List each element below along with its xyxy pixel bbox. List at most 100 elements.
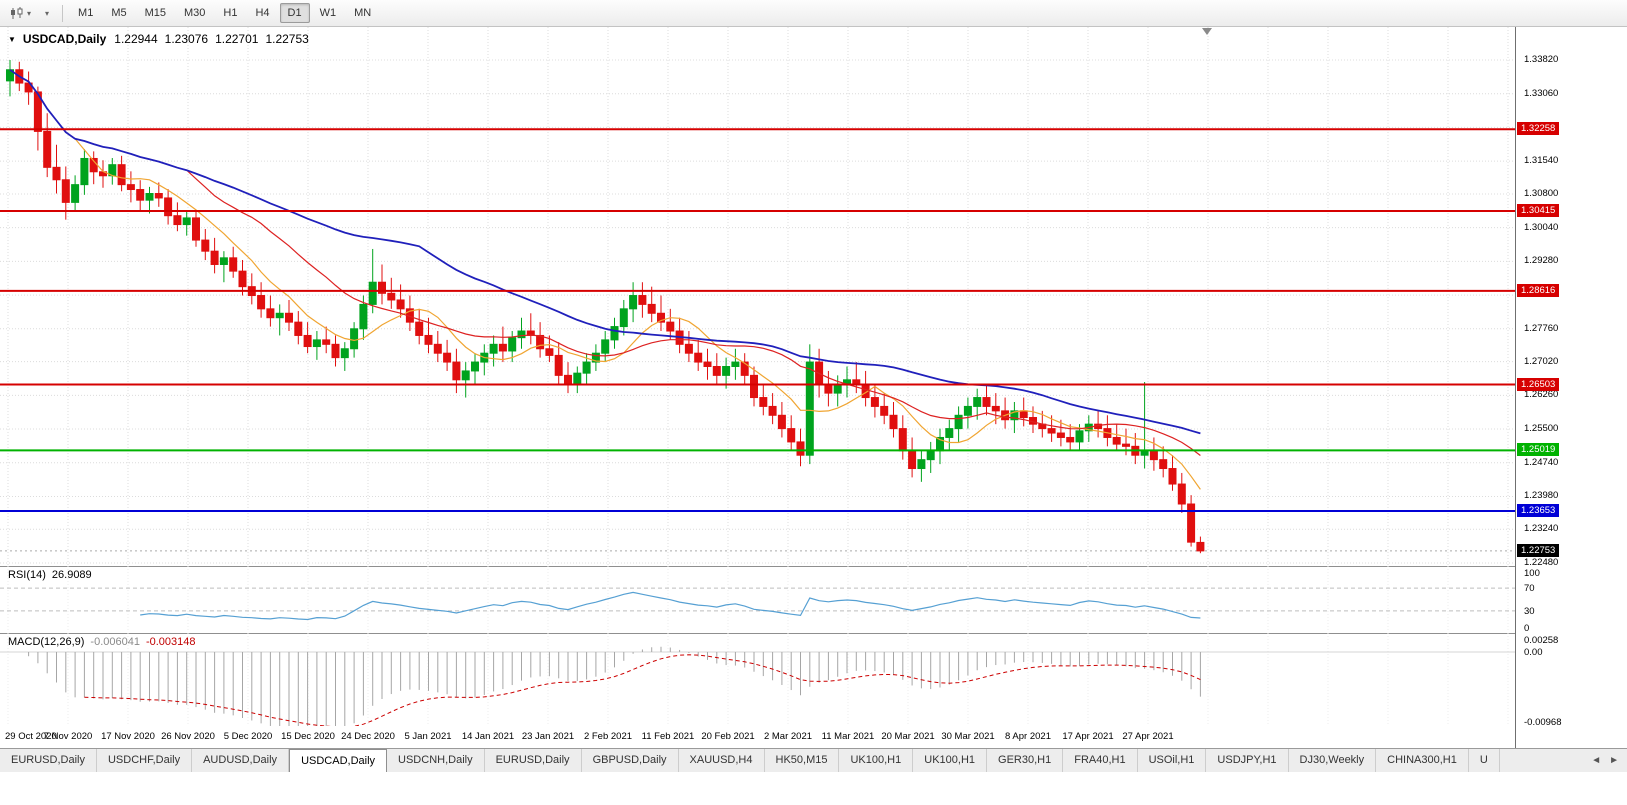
chart-tab-hk50-m15[interactable]: HK50,M15	[765, 749, 840, 772]
timeframe-button-mn[interactable]: MN	[354, 7, 372, 19]
toolbar: ▾ ▾ M1 M5 M15 M30 H1 H4 D1 W1 MN	[0, 0, 1627, 27]
hline-price-badge: 1.32258	[1517, 122, 1560, 136]
rsi-axis-label: 100	[1524, 568, 1540, 579]
chart-tab-usdchf-daily[interactable]: USDCHF,Daily	[97, 749, 193, 772]
chart-tab-uk100-h1[interactable]: UK100,H1	[839, 749, 914, 772]
chart-tab-china300-h1[interactable]: CHINA300,H1	[1376, 749, 1469, 772]
quote-low: 1.22701	[215, 32, 259, 46]
timeframe-button-h1[interactable]: H1	[223, 7, 238, 19]
window-menu-icon[interactable]: ▼	[8, 35, 16, 44]
candlestick-chart-icon	[11, 6, 23, 19]
timeframe-button-d1[interactable]: D1	[279, 3, 310, 23]
macd-axis-label: 0.00	[1524, 647, 1543, 658]
rsi-panel[interactable]	[0, 566, 1515, 632]
timeframe-button-m30[interactable]: M30	[184, 7, 206, 19]
date-axis-label: 11 Mar 2021	[821, 731, 875, 742]
price-axis-label: 1.27020	[1524, 355, 1559, 367]
price-axis-label: 1.30040	[1524, 221, 1559, 233]
timeframe-button-m5[interactable]: M5	[111, 7, 127, 19]
rsi-axis-label: 30	[1524, 605, 1535, 617]
hline-price-badge: 1.28616	[1517, 283, 1560, 297]
chevron-down-icon: ▾	[27, 8, 32, 18]
macd-panel-divider[interactable]	[0, 633, 1627, 634]
hline-price-badge: 1.26503	[1517, 377, 1560, 391]
macd-panel[interactable]	[0, 633, 1515, 726]
chart-title: ▼ USDCAD,Daily 1.22944 1.23076 1.22701 1.2275…	[8, 32, 316, 46]
date-axis-label: 27 Apr 2021	[1122, 731, 1174, 742]
date-axis-label: 17 Nov 2020	[101, 731, 155, 742]
price-axis-label: 1.29280	[1524, 255, 1559, 267]
macd-axis-label: 0.00258	[1524, 635, 1559, 646]
chart-tab-usdcnh-daily[interactable]: USDCNH,Daily	[387, 749, 485, 772]
date-axis-label: 5 Dec 2020	[223, 731, 273, 742]
date-axis-label: 5 Jan 2021	[404, 731, 452, 742]
date-axis-label: 2 Mar 2021	[763, 731, 813, 742]
date-axis-label: 17 Apr 2021	[1062, 731, 1114, 742]
timeframe-button-h4[interactable]: H4	[255, 7, 270, 19]
date-axis-label: 30 Mar 2021	[941, 731, 995, 742]
timeframe-button-w1[interactable]: W1	[319, 7, 337, 19]
rsi-axis-label: 70	[1524, 583, 1535, 595]
price-axis-label: 1.30800	[1524, 187, 1559, 199]
chart-tab-u[interactable]: U	[1469, 749, 1500, 772]
chart-tab-uk100-h1[interactable]: UK100,H1	[913, 749, 988, 772]
chevron-down-icon: ▾	[45, 8, 50, 18]
tab-scroll-nav: ◄ ►	[1583, 749, 1627, 772]
timeframe-button-m15[interactable]: M15	[144, 7, 166, 19]
chart-tab-usoil-h1[interactable]: USOil,H1	[1138, 749, 1207, 772]
date-axis-label: 2 Feb 2021	[583, 731, 633, 742]
hline-price-badge: 1.30415	[1517, 204, 1560, 218]
chart-tabs-bar: EURUSD,Daily USDCHF,Daily AUDUSD,Daily USDC…	[0, 748, 1627, 772]
hline-price-badge: 1.25019	[1517, 443, 1560, 457]
chart-tab-usdjpy-h1[interactable]: USDJPY,H1	[1206, 749, 1289, 772]
chart-tab-xauusd-h4[interactable]: XAUUSD,H4	[679, 749, 765, 772]
chart-type-button[interactable]: ▾	[5, 4, 36, 23]
date-axis-label: 11 Feb 2021	[641, 731, 695, 742]
rsi-panel-divider[interactable]	[0, 566, 1627, 567]
chart-tab-eurusd-daily[interactable]: EURUSD,Daily	[0, 749, 97, 772]
price-axis[interactable]: 1.338201.330601.323001.315401.308001.300…	[1515, 27, 1627, 748]
price-axis-label: 1.31540	[1524, 155, 1559, 167]
zoom-dropdown-button[interactable]: ▾	[38, 6, 54, 21]
date-axis-label: 7 Nov 2020	[43, 731, 93, 742]
chart-symbol: USDCAD,Daily	[22, 32, 107, 46]
price-axis-label: 1.24740	[1524, 456, 1559, 468]
rsi-name: RSI(14)	[8, 569, 46, 581]
quote-high: 1.23076	[164, 32, 209, 46]
chart-tab-gbpusd-daily[interactable]: GBPUSD,Daily	[582, 749, 679, 772]
chart-tab-fra40-h1[interactable]: FRA40,H1	[1063, 749, 1138, 772]
rsi-value: 26.9089	[51, 569, 92, 581]
chart-tab-dj30-weekly[interactable]: DJ30,Weekly	[1289, 749, 1377, 772]
price-axis-label: 1.25500	[1524, 423, 1559, 435]
date-axis-label: 26 Nov 2020	[161, 731, 215, 742]
date-axis-label: 20 Feb 2021	[701, 731, 755, 742]
price-axis-label: 1.26260	[1524, 389, 1559, 401]
chart-tab-audusd-daily[interactable]: AUDUSD,Daily	[192, 749, 290, 772]
date-axis-label: 20 Mar 2021	[881, 731, 935, 742]
macd-signal-value: -0.003148	[145, 636, 196, 648]
date-axis-label: 15 Dec 2020	[281, 731, 335, 742]
chart-shift-marker	[1202, 28, 1212, 35]
rsi-axis-label: 0	[1524, 623, 1530, 634]
hline-price-badge: 1.23653	[1517, 503, 1560, 517]
timeframe-button-m1[interactable]: M1	[78, 7, 94, 19]
date-axis-label: 23 Jan 2021	[521, 731, 575, 742]
macd-axis-label: -0.00968	[1524, 716, 1562, 728]
main-chart-canvas[interactable]	[0, 27, 1515, 566]
tab-scroll-right-button[interactable]: ►	[1609, 755, 1619, 766]
chart-tab-usdcad-daily[interactable]: USDCAD,Daily	[289, 749, 388, 772]
chart-window: ▼ USDCAD,Daily 1.22944 1.23076 1.22701 1.2275…	[0, 27, 1627, 748]
date-axis-label: 8 Apr 2021	[1005, 731, 1051, 742]
current-price-badge: 1.22753	[1517, 543, 1560, 557]
chart-tab-eurusd-daily[interactable]: EURUSD,Daily	[485, 749, 582, 772]
tab-scroll-left-button[interactable]: ◄	[1591, 755, 1602, 766]
price-axis-label: 1.23980	[1524, 490, 1559, 502]
toolbar-separator	[62, 4, 64, 22]
macd-name: MACD(12,26,9)	[8, 636, 85, 648]
quote-open: 1.22944	[114, 32, 158, 46]
price-axis-label: 1.33820	[1524, 54, 1559, 65]
chart-tab-ger30-h1[interactable]: GER30,H1	[987, 749, 1064, 772]
macd-main-value: -0.006041	[90, 636, 140, 648]
time-axis[interactable]: 29 Oct 2020 7 Nov 2020 17 Nov 2020 26 Nov 2…	[0, 726, 1515, 748]
date-axis-label: 24 Dec 2020	[341, 731, 395, 742]
